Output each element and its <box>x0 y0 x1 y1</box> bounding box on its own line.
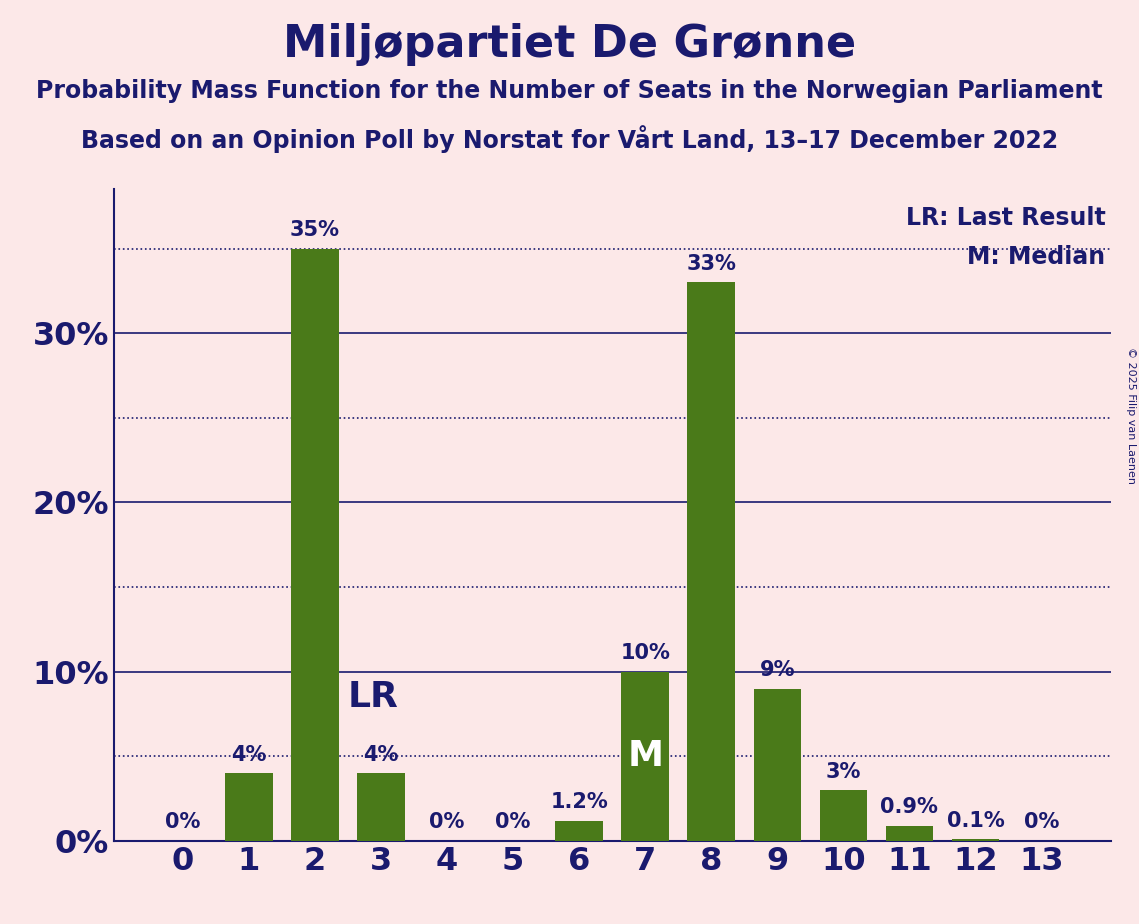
Text: Probability Mass Function for the Number of Seats in the Norwegian Parliament: Probability Mass Function for the Number… <box>36 79 1103 103</box>
Text: LR: Last Result: LR: Last Result <box>906 206 1106 230</box>
Text: 10%: 10% <box>621 643 670 663</box>
Text: 1.2%: 1.2% <box>550 792 608 812</box>
Bar <box>622 672 669 841</box>
Text: 0%: 0% <box>1024 812 1059 833</box>
Text: M: Median: M: Median <box>967 245 1106 269</box>
Text: 35%: 35% <box>290 220 341 240</box>
Bar <box>556 821 603 841</box>
Bar <box>886 826 933 841</box>
Text: 9%: 9% <box>760 660 795 680</box>
Text: 0%: 0% <box>429 812 465 833</box>
Text: 0.9%: 0.9% <box>880 797 939 817</box>
Text: 0.1%: 0.1% <box>947 810 1005 831</box>
Text: 33%: 33% <box>687 254 736 274</box>
Bar <box>226 773 272 841</box>
Bar <box>292 249 338 841</box>
Text: © 2025 Filip van Laenen: © 2025 Filip van Laenen <box>1126 347 1136 484</box>
Text: 0%: 0% <box>165 812 200 833</box>
Text: M: M <box>628 739 663 773</box>
Text: 4%: 4% <box>231 745 267 765</box>
Text: 4%: 4% <box>363 745 399 765</box>
Text: LR: LR <box>349 680 399 714</box>
Bar <box>952 839 999 841</box>
Bar <box>688 283 735 841</box>
Text: Based on an Opinion Poll by Norstat for Vårt Land, 13–17 December 2022: Based on an Opinion Poll by Norstat for … <box>81 125 1058 152</box>
Text: Miljøpartiet De Grønne: Miljøpartiet De Grønne <box>282 23 857 67</box>
Text: 0%: 0% <box>495 812 531 833</box>
Bar <box>358 773 404 841</box>
Bar <box>820 790 867 841</box>
Text: 3%: 3% <box>826 761 861 782</box>
Bar <box>754 688 801 841</box>
